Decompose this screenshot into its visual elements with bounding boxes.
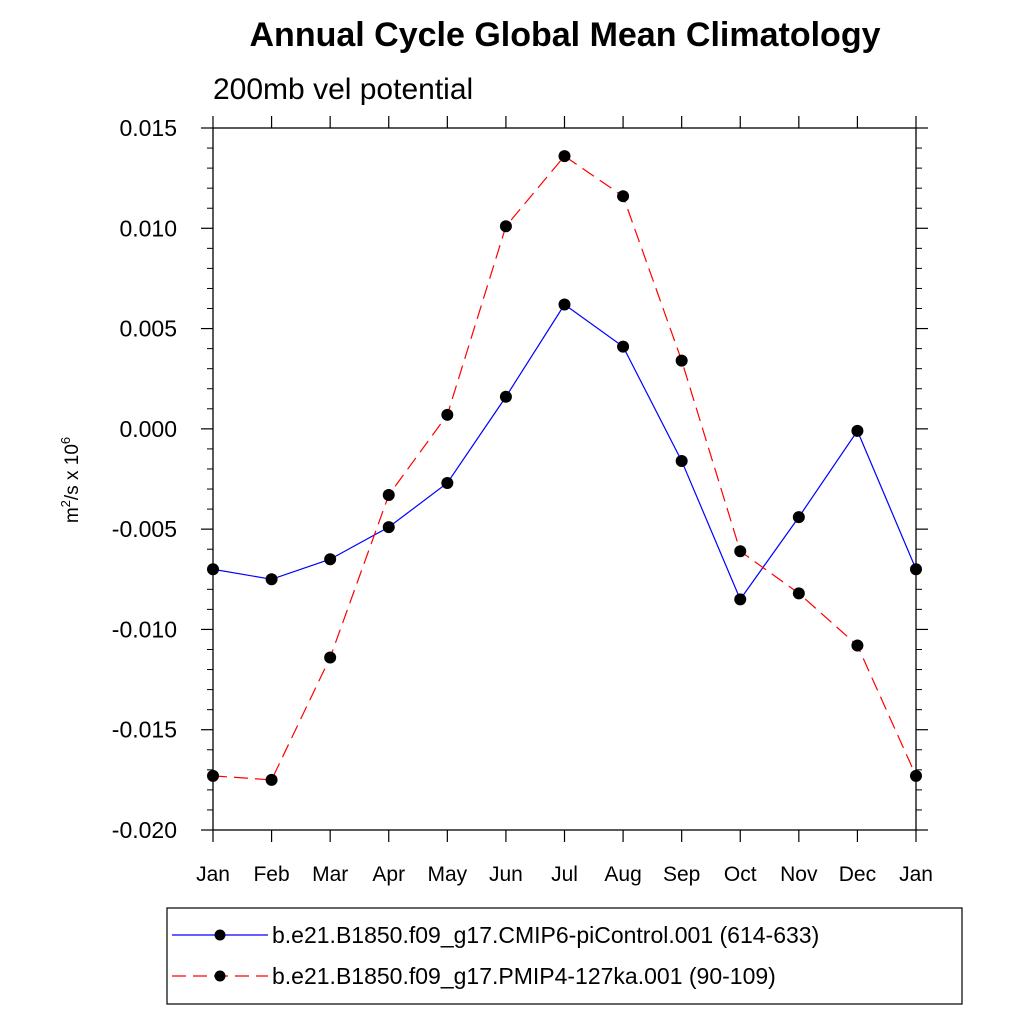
x-tick-label: Nov	[780, 863, 818, 886]
y-tick-label: 0.005	[119, 316, 177, 342]
data-point-series-1	[441, 477, 454, 490]
y-tick-label: 0.010	[119, 215, 177, 241]
x-tick-label: Oct	[724, 863, 757, 886]
svg-text:m2/s x 106: m2/s x 106	[58, 437, 83, 523]
data-point-series-1	[734, 593, 747, 606]
data-point-series-1	[265, 573, 278, 586]
y-axis-label-mid: /s x 10	[62, 444, 83, 500]
data-point-series-2	[734, 545, 747, 558]
tick-labels: 0.015 0.010 0.005 0.000 -0.005 -0.010 -0.015 -0…	[112, 115, 933, 886]
data-point-series-1	[499, 390, 512, 403]
x-tick-label: May	[427, 863, 467, 886]
y-tick-label: -0.005	[112, 516, 177, 542]
y-tick-label: -0.010	[112, 616, 177, 642]
y-axis-label-sup1: 2	[58, 500, 73, 507]
plot-frame	[212, 127, 917, 831]
data-point-series-2	[792, 587, 805, 600]
data-point-series-2	[851, 639, 864, 652]
x-tick-label: Jan	[196, 863, 230, 886]
x-tick-label: Dec	[839, 863, 876, 886]
legend-marker-series-2	[214, 970, 226, 982]
x-tick-label: Jun	[489, 863, 523, 886]
data-point-series-1	[558, 298, 571, 311]
data-point-series-2	[324, 651, 337, 664]
plot-area	[207, 150, 922, 786]
x-tick-label: Aug	[604, 863, 641, 886]
y-tick-label: 0.015	[119, 115, 177, 141]
legend-marker-series-1	[214, 929, 226, 941]
x-tick-label: Jan	[899, 863, 933, 886]
data-point-series-2	[675, 354, 688, 367]
data-point-series-1	[324, 553, 337, 566]
legend-label-series-1: b.e21.B1850.f09_g17.CMIP6-piControl.001 …	[272, 922, 819, 948]
x-tick-label: Jul	[551, 863, 578, 886]
axis-ticks	[201, 116, 928, 842]
data-point-series-1	[617, 340, 630, 353]
y-tick-label: -0.015	[112, 717, 177, 743]
data-point-series-2	[617, 190, 630, 203]
chart-subtitle: 200mb vel potential	[213, 73, 473, 106]
legend-box	[166, 907, 963, 1005]
legend: b.e21.B1850.f09_g17.CMIP6-piControl.001 …	[166, 907, 963, 1005]
x-tick-label: Sep	[663, 863, 700, 886]
data-point-series-1	[675, 454, 688, 467]
series-line-2	[212, 155, 917, 781]
data-point-series-1	[382, 521, 395, 534]
y-axis-label: m2/s x 106	[58, 437, 83, 523]
data-point-series-1	[851, 424, 864, 437]
y-axis-label-sup2: 6	[58, 437, 73, 444]
chart-title: Annual Cycle Global Mean Climatology	[250, 16, 881, 54]
y-tick-label: -0.020	[112, 817, 177, 843]
y-tick-label: 0.000	[119, 416, 177, 442]
data-point-series-1	[792, 511, 805, 524]
data-point-series-2	[382, 489, 395, 502]
series-line-1	[212, 303, 917, 601]
legend-label-series-2: b.e21.B1850.f09_g17.PMIP4-127ka.001 (90-…	[272, 963, 776, 989]
data-point-series-2	[499, 220, 512, 233]
data-point-series-2	[441, 408, 454, 421]
x-tick-label: Mar	[312, 863, 348, 886]
data-point-series-2	[558, 150, 571, 163]
data-point-series-2	[265, 773, 278, 786]
x-tick-label: Apr	[372, 863, 405, 886]
x-tick-label: Feb	[253, 863, 289, 886]
y-axis-label-base: m	[62, 507, 83, 523]
